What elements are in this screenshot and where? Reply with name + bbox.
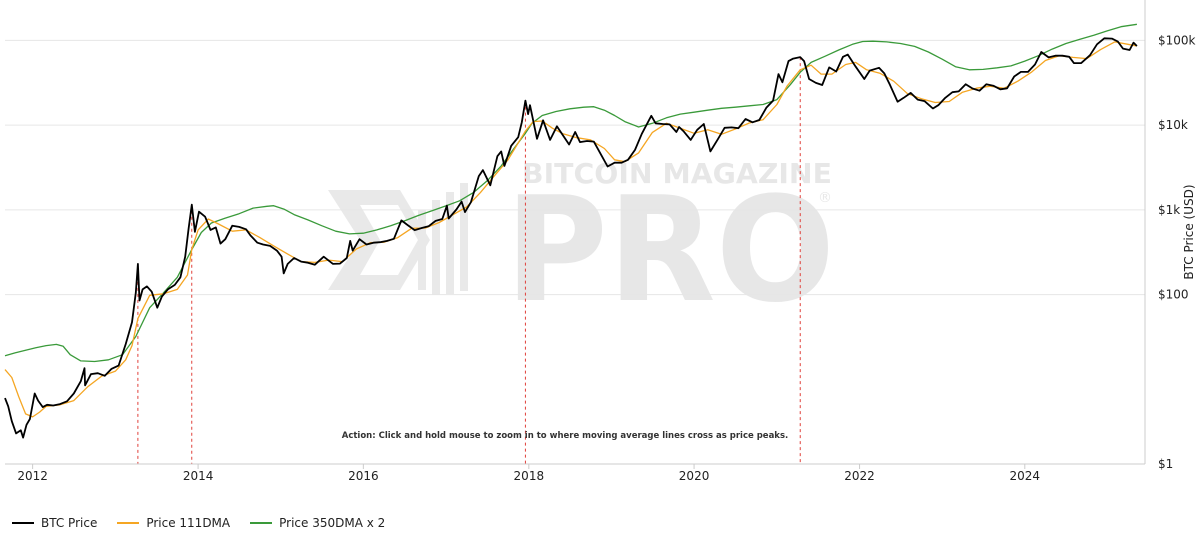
x-axis-ticks: 2012 2014 2016 2018 2020 2022 2024: [17, 464, 1040, 483]
x-tick-label: 2014: [183, 469, 214, 483]
y-tick-label: $100: [1158, 288, 1189, 302]
legend-label-btc: BTC Price: [41, 516, 98, 530]
legend-item-350dma[interactable]: Price 350DMA x 2: [250, 516, 385, 530]
x-tick-label: 2024: [1010, 469, 1041, 483]
legend-swatch-btc: [12, 522, 34, 524]
legend-swatch-350dma: [250, 522, 273, 524]
x-tick-label: 2018: [514, 469, 545, 483]
watermark-text-top: BITCOIN MAGAZINE: [522, 157, 832, 190]
y-tick-label: $1k: [1158, 203, 1180, 217]
watermark-logo: BITCOIN MAGAZINE PRO ®: [328, 157, 835, 335]
x-tick-label: 2012: [17, 469, 48, 483]
legend-swatch-111dma: [117, 522, 140, 524]
series-line-btc-price[interactable]: [4, 37, 1138, 439]
grid-lines: [5, 39, 1145, 465]
series-layer: [4, 23, 1138, 439]
x-tick-label: 2022: [844, 469, 875, 483]
registered-mark-icon: ®: [818, 190, 832, 206]
series-line-price-350dma-x-2[interactable]: [4, 23, 1137, 363]
legend: BTC Price Price 111DMA Price 350DMA x 2: [12, 516, 385, 530]
y-tick-label: $10k: [1158, 118, 1188, 132]
legend-label-350dma: Price 350DMA x 2: [279, 516, 386, 530]
x-tick-label: 2020: [679, 469, 710, 483]
watermark-text-bottom: PRO: [505, 166, 835, 335]
y-axis-ticks: $1 $100 $1k $10k $100k: [1158, 33, 1196, 471]
y-tick-label: $1: [1158, 457, 1173, 471]
x-tick-label: 2016: [348, 469, 379, 483]
legend-item-btc-price[interactable]: BTC Price: [12, 516, 97, 530]
legend-label-111dma: Price 111DMA: [146, 516, 231, 530]
legend-item-111dma[interactable]: Price 111DMA: [117, 516, 230, 530]
y-tick-label: $100k: [1158, 33, 1196, 47]
y-axis-label: BTC Price (USD): [1182, 184, 1196, 279]
action-annotation: Action: Click and hold mouse to zoom in …: [342, 431, 789, 441]
